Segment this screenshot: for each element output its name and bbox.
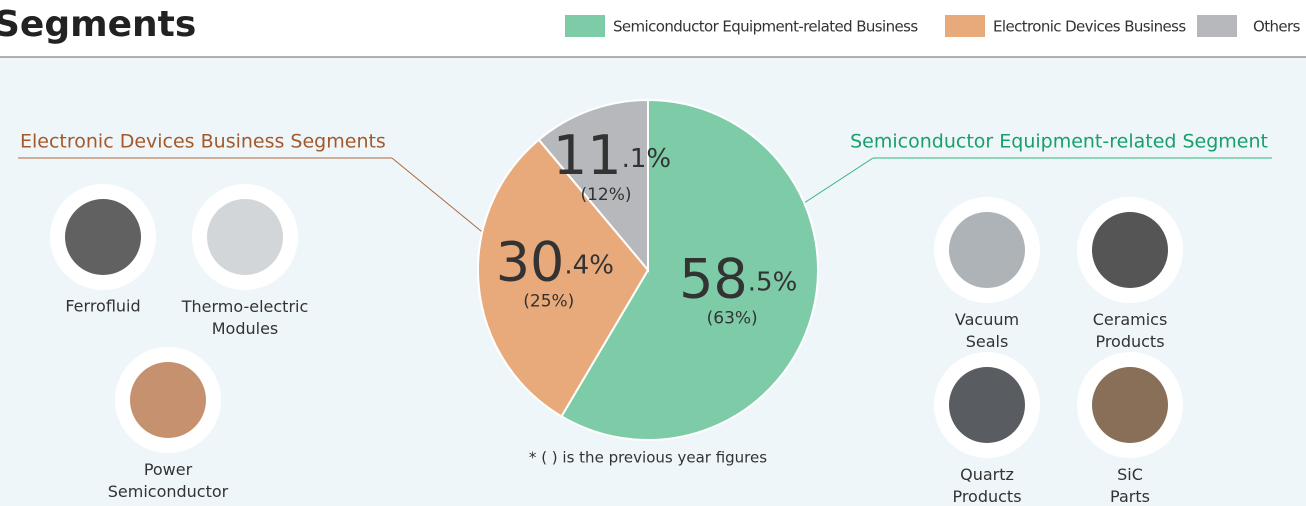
value-label: 30.4% [496,230,614,293]
header-band [0,0,1306,57]
item-label-line: Seals [966,332,1009,351]
thumbnail-image [65,199,141,275]
item-label: Ceramics Products [1093,310,1168,351]
callout-title: Semiconductor Equipment-related Segment [850,131,1268,153]
thumbnail-image [207,199,283,275]
callout-leader [391,157,493,241]
value-label-major: 58 [679,247,748,310]
item-label: Quartz Products [952,465,1021,506]
item-label-line: SiC [1117,465,1143,484]
item-label: Ferrofluid [65,297,140,316]
item-label-line: Quartz [960,465,1014,484]
thumbnail-image [1092,212,1168,288]
pie-slice [537,98,649,273]
callout-title: Electronic Devices Business Segments [20,131,386,153]
previous-value-label: (12%) [580,185,631,205]
legend-label: Others [1253,18,1301,36]
item-label-line: Thermo-electric [181,297,309,316]
legend-label: Electronic Devices Business [993,18,1186,36]
thumbnail-image [949,367,1025,443]
previous-value-label: (25%) [523,292,574,312]
value-label: 11.1% [553,124,671,187]
value-label-major: 11 [553,124,622,187]
thumbnail-image [949,212,1025,288]
legend-swatch [565,15,605,37]
item-label-line: Ceramics [1093,310,1168,329]
item-label-line: Power [144,460,193,479]
thumbnail-image [1092,367,1168,443]
item-label-line: Semiconductor [108,482,229,501]
item-label: SiC Parts [1110,465,1150,506]
pie-slice [477,138,650,418]
thumbnail-image [130,362,206,438]
item-label-line: Parts [1110,487,1150,506]
pie-slice [560,98,819,441]
value-label-minor: .1% [622,143,672,173]
chart-title: Segments [0,4,196,45]
legend-label: Semiconductor Equipment-related Business [613,18,918,36]
item-label-line: Products [1095,332,1164,351]
value-label-minor: .4% [564,250,614,280]
item-label-line: Vacuum [955,310,1019,329]
item-label: Power Semiconductor [108,460,229,501]
note: * ( ) is the previous year figures [529,449,767,467]
value-label-major: 30 [496,230,565,293]
legend-swatch [945,15,985,37]
item-label-line: Products [952,487,1021,506]
item-label: Vacuum Seals [955,310,1019,351]
value-label: 58.5% [679,247,797,310]
item-label: Thermo-electric Modules [181,297,309,338]
value-label-minor: .5% [748,267,798,297]
previous-value-label: (63%) [707,309,758,329]
item-label-line: Modules [212,319,279,338]
legend-swatch [1197,15,1237,37]
